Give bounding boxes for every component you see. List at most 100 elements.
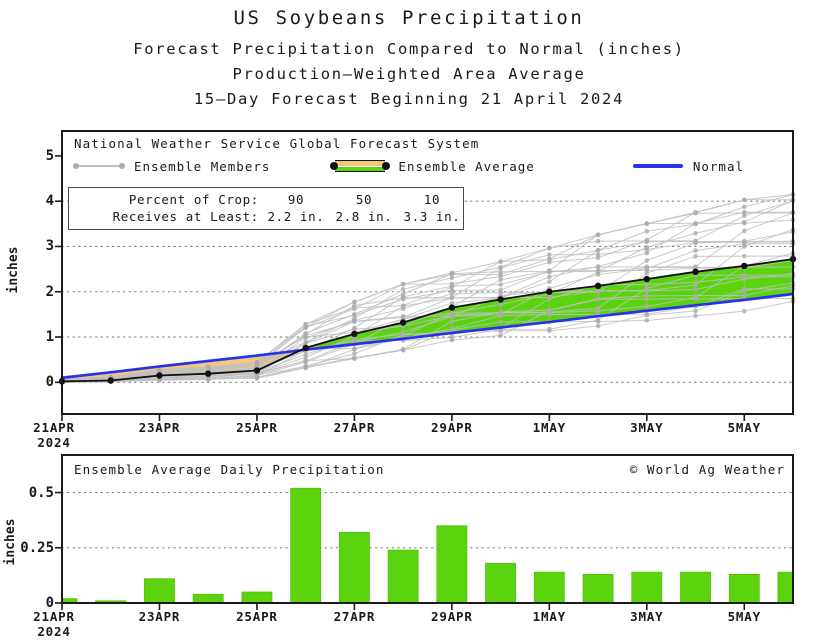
band-fill bbox=[744, 259, 793, 300]
daily-precip-bar bbox=[582, 573, 614, 603]
ensemble-member-point bbox=[547, 326, 552, 332]
daily-precip-bar bbox=[533, 571, 565, 603]
plot-frame bbox=[61, 454, 794, 604]
ensemble-average-point bbox=[497, 296, 504, 303]
ensemble-member-point bbox=[303, 325, 308, 331]
daily-precip-bar bbox=[728, 573, 760, 603]
ensemble-member-point bbox=[595, 296, 601, 301]
ensemble-member-point bbox=[303, 358, 308, 364]
ensemble-average-point bbox=[594, 282, 602, 290]
ensemble-member-point bbox=[741, 210, 747, 216]
ensemble-member-point bbox=[693, 264, 698, 269]
ensemble-average-point bbox=[448, 304, 456, 311]
ensemble-member-point bbox=[303, 322, 308, 327]
x-tick-label: 27APR bbox=[333, 609, 376, 624]
ensemble-member-point bbox=[547, 295, 552, 300]
ensemble-average-point bbox=[643, 275, 650, 283]
ensemble-member-point bbox=[693, 248, 698, 253]
ensemble-member-point bbox=[644, 258, 650, 263]
ensemble-average-point bbox=[399, 319, 407, 326]
ensemble-member-point bbox=[352, 316, 357, 321]
ensemble-member-point bbox=[693, 230, 698, 236]
x-tick-label: 1MAY bbox=[532, 609, 566, 624]
ensemble-member-line bbox=[61, 199, 794, 380]
ensemble-member-point bbox=[498, 302, 503, 307]
ensemble-member-point bbox=[741, 308, 747, 314]
ensemble-member-point bbox=[595, 264, 601, 269]
daily-precip-bar bbox=[338, 532, 370, 603]
x-axis-year-label: 2024 bbox=[37, 435, 71, 450]
daily-precip-bar bbox=[192, 593, 224, 603]
ensemble-average-line bbox=[61, 258, 794, 383]
x-tick-label: 5MAY bbox=[727, 609, 761, 624]
info-row-label: Percent of Crop: bbox=[128, 192, 259, 207]
copyright-watermark: © World Ag Weather bbox=[629, 462, 785, 477]
ensemble-member-line bbox=[61, 274, 794, 383]
ensemble-member-point bbox=[547, 245, 552, 251]
ensemble-average-point bbox=[741, 262, 748, 270]
chart-subtitle-1: Forecast Precipitation Compared to Norma… bbox=[133, 40, 685, 58]
x-tick-label: 21APR bbox=[33, 420, 75, 435]
ensemble-member-point bbox=[547, 274, 552, 280]
ensemble-member-point bbox=[644, 264, 650, 270]
ensemble-member-point bbox=[693, 295, 698, 300]
plot-legend: National Weather Service Global Forecast… bbox=[73, 136, 790, 174]
ensemble-member-point bbox=[400, 315, 406, 320]
x-tick-label: 21APR bbox=[33, 609, 75, 624]
ensemble-average-point bbox=[692, 268, 699, 276]
band-fill bbox=[500, 291, 550, 328]
y-tick-label: 5 bbox=[45, 147, 54, 164]
ensemble-member-point bbox=[741, 286, 747, 292]
ensemble-member-point bbox=[595, 323, 601, 329]
ensemble-member-line bbox=[61, 240, 794, 381]
y-tick-label: 3 bbox=[45, 238, 54, 255]
info-row-label: Receives at Least: bbox=[112, 209, 259, 224]
ensemble-member-point bbox=[644, 244, 650, 250]
ensemble-average-marker-icon bbox=[330, 160, 391, 172]
page-title: US Soybeans Precipitation bbox=[233, 7, 585, 29]
ensemble-member-point bbox=[303, 365, 308, 371]
normal-line-marker-icon bbox=[632, 160, 683, 172]
ensemble-member-point bbox=[693, 210, 698, 215]
ensemble-member-point bbox=[498, 319, 503, 325]
daily-precip-bar bbox=[62, 598, 78, 603]
ensemble-member-point bbox=[741, 253, 747, 259]
ensemble-member-point bbox=[449, 284, 455, 290]
ensemble-member-point bbox=[498, 282, 503, 287]
y-tick-label: 0 bbox=[45, 374, 54, 391]
ensemble-member-point bbox=[644, 296, 650, 302]
info-value: 90 bbox=[287, 192, 305, 207]
daily-precip-bar bbox=[777, 571, 793, 603]
ensemble-member-point bbox=[449, 313, 455, 319]
ensemble-member-point bbox=[595, 255, 601, 261]
ensemble-member-point bbox=[449, 291, 455, 297]
ensemble-member-point bbox=[741, 197, 747, 203]
ensemble-member-point bbox=[400, 296, 406, 302]
ensemble-member-point bbox=[547, 252, 552, 258]
daily-precip-bar bbox=[631, 571, 663, 603]
ensemble-average-point bbox=[107, 377, 114, 384]
ensemble-member-point bbox=[400, 329, 406, 335]
daily-precip-bar bbox=[436, 525, 468, 603]
x-tick-label: 25APR bbox=[236, 420, 278, 435]
ensemble-member-point bbox=[741, 239, 747, 245]
ensemble-member-point bbox=[303, 330, 308, 336]
ensemble-member-point bbox=[352, 306, 357, 312]
ensemble-member-point bbox=[449, 300, 455, 306]
legend-entries: Ensemble Members Ensemble Average Normal bbox=[73, 158, 790, 174]
ensemble-member-point bbox=[303, 355, 308, 360]
ensemble-member-point bbox=[644, 304, 650, 309]
daily-precip-bar bbox=[95, 600, 127, 603]
ensemble-member-point bbox=[449, 319, 455, 324]
ensemble-members-marker-icon bbox=[73, 160, 125, 172]
info-row-receives: Receives at Least: 2.2 in. 2.8 in. 3.3 i… bbox=[69, 208, 463, 225]
ensemble-member-point bbox=[693, 287, 698, 292]
ensemble-member-point bbox=[449, 272, 455, 277]
info-value: 10 bbox=[423, 192, 441, 207]
ensemble-member-point bbox=[400, 306, 406, 311]
ensemble-member-point bbox=[400, 346, 406, 352]
ensemble-member-point bbox=[449, 275, 455, 281]
plot-frame bbox=[61, 130, 794, 415]
y-tick-label: 0.5 bbox=[28, 484, 54, 501]
info-row-percent: Percent of Crop: 90 50 10 bbox=[69, 191, 463, 208]
